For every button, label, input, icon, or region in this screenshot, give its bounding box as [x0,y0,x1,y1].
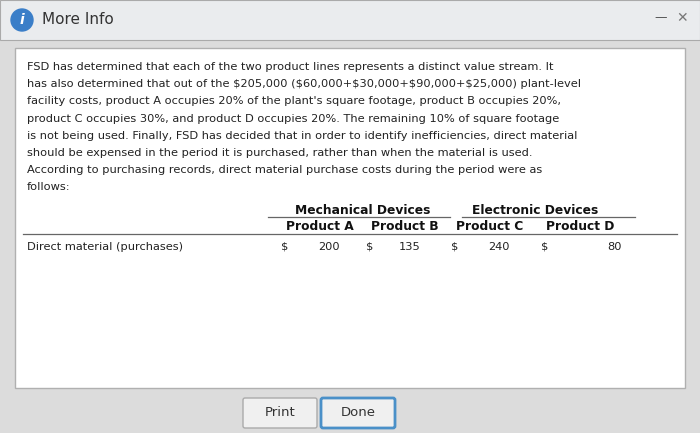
Text: Product A: Product A [286,220,354,233]
Text: More Info: More Info [42,13,113,28]
FancyBboxPatch shape [243,398,317,428]
Text: i: i [20,13,25,28]
Text: Mechanical Devices: Mechanical Devices [295,204,430,216]
Text: According to purchasing records, direct material purchase costs during the perio: According to purchasing records, direct … [27,165,542,175]
Circle shape [11,9,33,31]
Text: Product D: Product D [546,220,614,233]
Text: Product C: Product C [456,220,524,233]
Text: ✕: ✕ [676,11,688,25]
Text: 240: 240 [489,242,510,252]
Text: $: $ [366,242,373,252]
Text: $: $ [281,242,288,252]
Text: $: $ [541,242,548,252]
Text: Direct material (purchases): Direct material (purchases) [27,242,183,252]
FancyBboxPatch shape [321,398,395,428]
Text: product C occupies 30%, and product D occupies 20%. The remaining 10% of square : product C occupies 30%, and product D oc… [27,113,559,123]
Text: —: — [654,12,667,25]
Text: Electronic Devices: Electronic Devices [472,204,598,216]
Text: 135: 135 [398,242,420,252]
Text: Done: Done [340,407,375,420]
FancyBboxPatch shape [15,48,685,388]
Text: 80: 80 [608,242,622,252]
Text: Print: Print [265,407,295,420]
Text: $: $ [451,242,458,252]
Text: follows:: follows: [27,182,71,192]
Text: 200: 200 [318,242,340,252]
Text: FSD has determined that each of the two product lines represents a distinct valu: FSD has determined that each of the two … [27,62,554,72]
FancyBboxPatch shape [0,0,700,40]
Text: has also determined that out of the $205,000 ($60,000+$30,000+$90,000+$25,000) p: has also determined that out of the $205… [27,79,581,89]
Text: is not being used. Finally, FSD has decided that in order to identify inefficien: is not being used. Finally, FSD has deci… [27,131,577,141]
Text: facility costs, product A occupies 20% of the plant's square footage, product B : facility costs, product A occupies 20% o… [27,97,561,107]
Text: should be expensed in the period it is purchased, rather than when the material : should be expensed in the period it is p… [27,148,533,158]
Text: Product B: Product B [371,220,439,233]
